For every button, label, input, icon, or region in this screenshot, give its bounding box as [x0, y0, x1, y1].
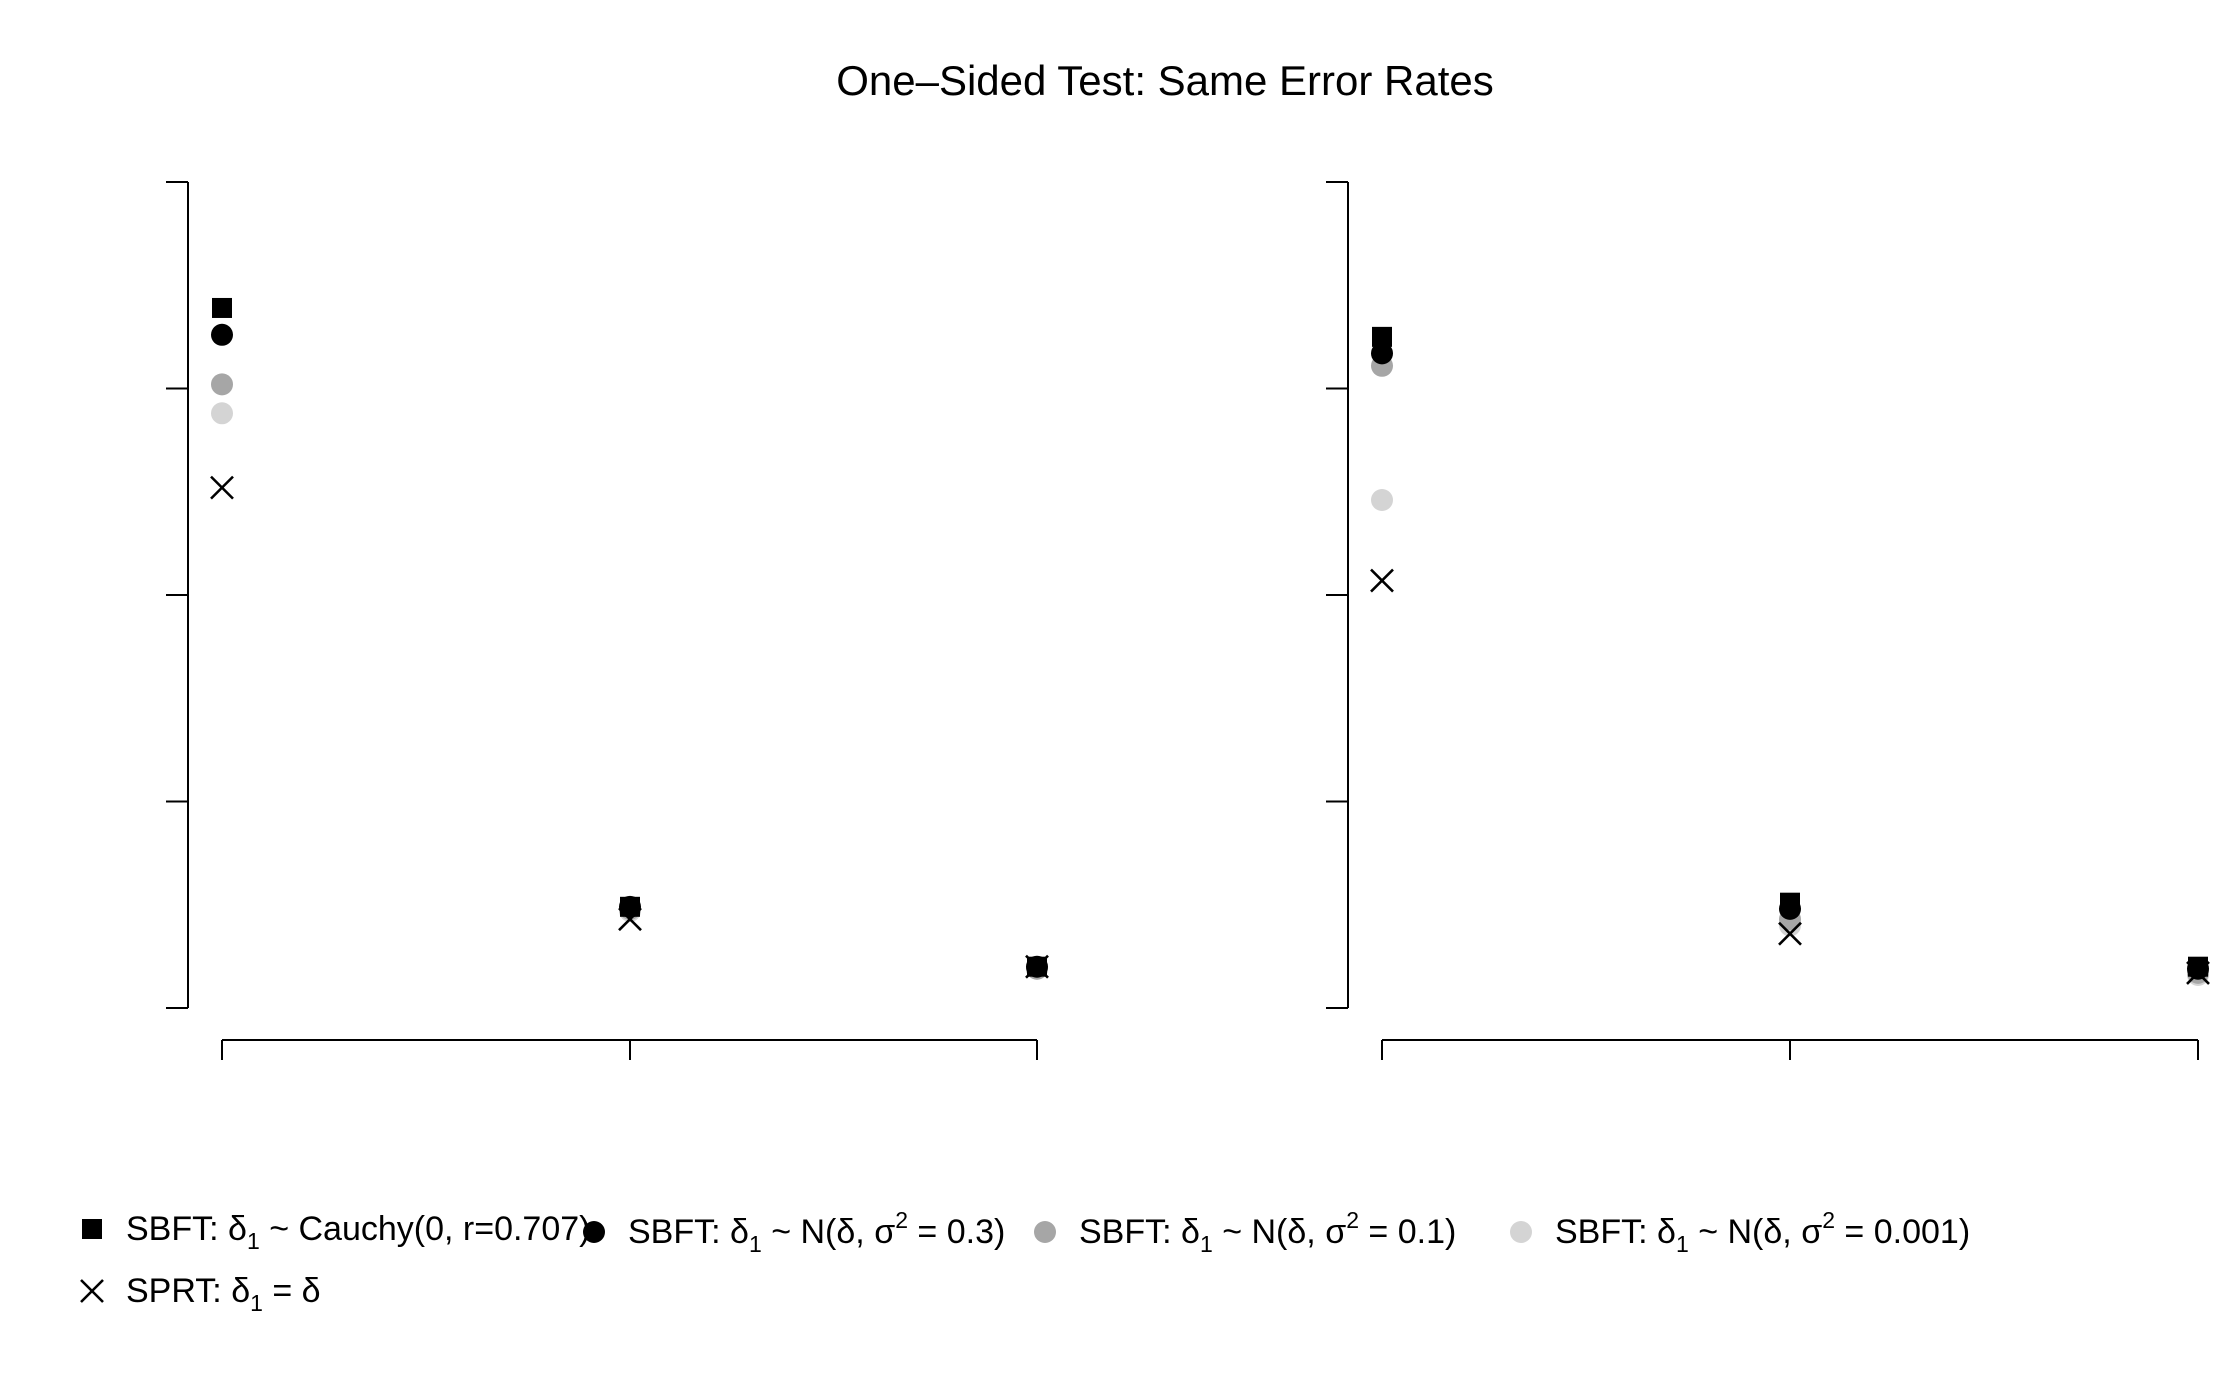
legend-marker [1510, 1221, 1532, 1243]
point-series-1 [212, 297, 232, 318]
point-series-2 [211, 323, 233, 346]
legend: SBFT: δ1 ~ Cauchy(0, r=0.707) SBFT: δ1 ~ … [80, 1207, 1970, 1316]
legend-label: SBFT: δ1 ~ N(δ, σ2 = 0.001) [1555, 1207, 1970, 1257]
cross-stroke [80, 1279, 104, 1303]
legend-text-sub: 1 [250, 1290, 263, 1316]
cross-stroke [210, 475, 234, 500]
legend-marker [80, 1279, 104, 1303]
point-series-2 [1371, 342, 1393, 365]
legend-item-4: SBFT: δ1 ~ N(δ, σ2 = 0.001) [1510, 1207, 1970, 1257]
chart-title: One–Sided Test: Same Error Rates [836, 57, 1494, 104]
legend-text-sub: 1 [247, 1228, 260, 1254]
legend-label: SBFT: δ1 ~ N(δ, σ2 = 0.1) [1079, 1207, 1456, 1257]
legend-text-mid: ~ N(δ, σ [1689, 1213, 1822, 1251]
cross-stroke [618, 907, 642, 932]
point-series-5 [1370, 568, 1394, 593]
cross-stroke [2186, 960, 2210, 985]
panels [166, 181, 2210, 1060]
legend-item-5: SPRT: δ1 = δ [80, 1272, 321, 1316]
cross-stroke [1370, 568, 1394, 593]
point-series-1 [1372, 326, 1392, 347]
legend-text-sub: 1 [1200, 1231, 1213, 1257]
cross-stroke [1025, 954, 1049, 979]
legend-text-suffix: = 0.3) [908, 1213, 1005, 1251]
legend-text-mid: ~ N(δ, σ [762, 1213, 895, 1251]
point-series-1 [1780, 892, 1800, 913]
legend-label: SBFT: δ1 ~ N(δ, σ2 = 0.3) [628, 1207, 1005, 1257]
point-series-4 [1371, 489, 1393, 512]
legend-text-prefix: SBFT: δ [628, 1213, 749, 1251]
point-series-1 [620, 896, 640, 917]
legend-text-sup: 2 [1346, 1207, 1359, 1233]
legend-text-prefix: SBFT: δ [126, 1210, 247, 1248]
point-series-4 [211, 402, 233, 425]
legend-text-prefix: SBFT: δ [1079, 1213, 1200, 1251]
legend-text-prefix: SBFT: δ [1555, 1213, 1676, 1251]
legend-marker [82, 1219, 102, 1239]
panel-2 [1326, 181, 2210, 1060]
legend-text-sup: 2 [1822, 1207, 1835, 1233]
legend-marker [583, 1221, 605, 1243]
legend-text-sub: 1 [749, 1231, 762, 1257]
point-series-5 [1025, 954, 1049, 979]
legend-text-suffix: = 0.1) [1359, 1213, 1456, 1251]
point-series-5 [210, 475, 234, 500]
legend-marker [1034, 1221, 1056, 1243]
point-series-5 [2186, 960, 2210, 985]
legend-item-3: SBFT: δ1 ~ N(δ, σ2 = 0.1) [1034, 1207, 1456, 1257]
legend-item-2: SBFT: δ1 ~ N(δ, σ2 = 0.3) [583, 1207, 1005, 1257]
legend-label: SPRT: δ1 = δ [126, 1272, 321, 1316]
point-series-5 [1778, 921, 1802, 946]
legend-text-sup: 2 [895, 1207, 908, 1233]
legend-label: SBFT: δ1 ~ Cauchy(0, r=0.707) [126, 1210, 591, 1254]
legend-text-prefix: SPRT: δ [126, 1272, 250, 1310]
point-series-5 [618, 907, 642, 932]
panel-1 [166, 181, 1049, 1060]
legend-text-mid: ~ N(δ, σ [1213, 1213, 1346, 1251]
legend-text-suffix: = 0.001) [1835, 1213, 1970, 1251]
legend-text-sub: 1 [1676, 1231, 1689, 1257]
point-series-1 [2188, 956, 2208, 977]
legend-item-1: SBFT: δ1 ~ Cauchy(0, r=0.707) [82, 1210, 591, 1254]
legend-text-mid: = δ [263, 1272, 321, 1310]
point-series-3 [211, 373, 233, 396]
legend-text-mid: ~ Cauchy(0, r=0.707) [260, 1210, 591, 1248]
cross-stroke [1778, 921, 1802, 946]
